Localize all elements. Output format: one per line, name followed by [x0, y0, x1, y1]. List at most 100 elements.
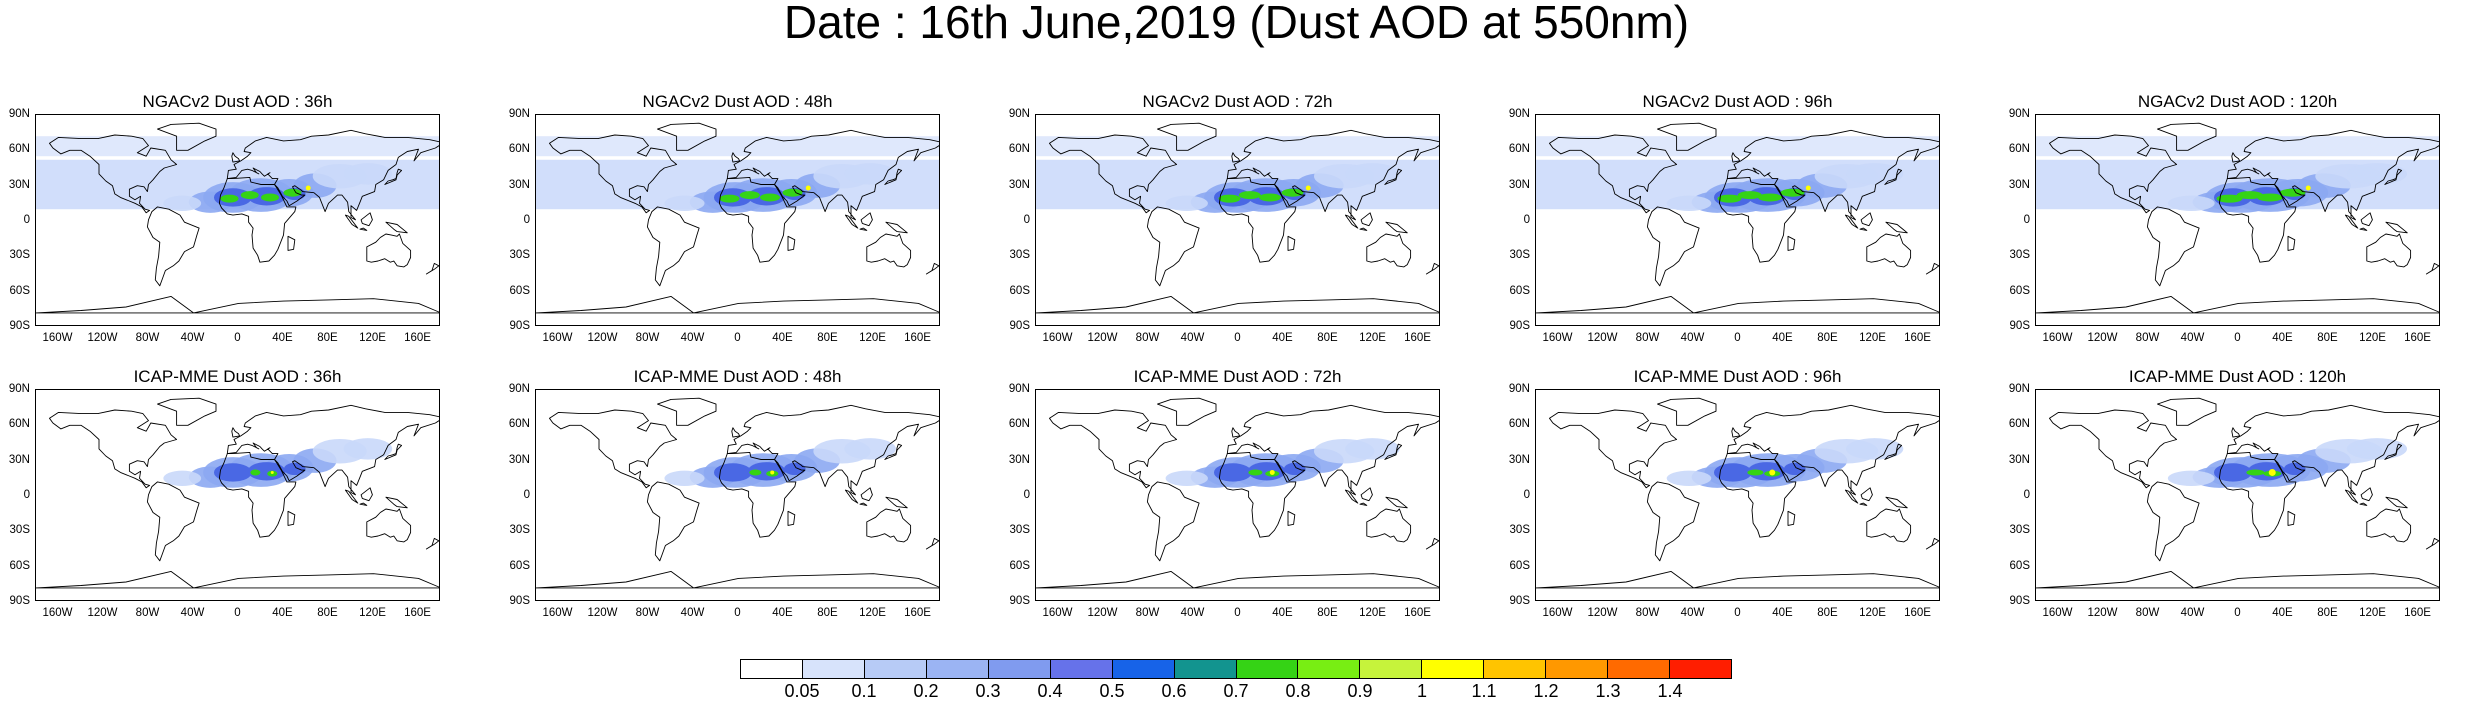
coastlines — [36, 122, 439, 314]
colorbar-swatch — [1050, 660, 1113, 678]
latitude-tick-label: 60N — [1508, 418, 1530, 431]
latitude-tick-label: 30N — [1008, 178, 1030, 191]
panel-title: ICAP-MME Dust AOD : 36h — [133, 367, 342, 386]
latitude-tick-label: 30S — [2009, 249, 2030, 262]
latitude-tick-label: 30S — [2009, 524, 2030, 537]
longitude-tick-label: 120W — [2087, 332, 2118, 344]
longitude-tick-label: 0 — [734, 607, 741, 619]
longitude-tick-label: 160E — [1904, 607, 1931, 619]
colorbar-label: 1.4 — [1657, 681, 1683, 701]
longitude-tick-label: 80W — [635, 332, 660, 344]
longitude-tick-label: 80E — [2317, 332, 2338, 344]
latitude-tick-label: 90N — [1508, 108, 1530, 120]
longitude-tick-label: 40E — [772, 332, 793, 344]
longitude-tick-label: 40E — [772, 607, 793, 619]
dust-field — [2036, 136, 2439, 213]
latitude-tick-label: 90S — [509, 595, 530, 607]
longitude-tick-label: 40W — [1180, 332, 1205, 344]
longitude-tick-label: 40W — [1680, 607, 1705, 619]
longitude-tick-label: 80W — [135, 607, 160, 619]
dust-aod-map — [2036, 122, 2439, 314]
longitude-tick-label: 120E — [359, 332, 386, 344]
longitude-tick-label: 160E — [1904, 332, 1931, 344]
longitude-tick-label: 0 — [1234, 332, 1241, 344]
map-frame — [1535, 114, 1940, 326]
latitude-tick-label: 30S — [1009, 249, 1030, 262]
dust-field — [2167, 438, 2408, 488]
page-title: Date : 16th June,2019 (Dust AOD at 550nm… — [783, 0, 1690, 48]
longitude-tick-label: 40W — [2180, 332, 2205, 344]
longitude-tick-label: 120W — [87, 607, 118, 619]
map-frame — [1035, 114, 1440, 326]
latitude-tick-label: 90N — [1508, 383, 1530, 395]
colorbar-swatch — [802, 660, 865, 678]
longitude-tick-label: 80E — [1317, 332, 1338, 344]
coastlines — [1536, 122, 1939, 314]
longitude-tick-label: 40W — [180, 332, 205, 344]
dust-aod-map — [36, 122, 439, 314]
colorbar-swatch — [926, 660, 989, 678]
latitude-tick-label: 0 — [523, 489, 530, 501]
map-panel: ICAP-MME Dust AOD : 96h 90N 60N 30N 0 30S 60S 9… — [1500, 367, 1940, 619]
colorbar-label: 0.7 — [1223, 681, 1249, 701]
dust-aod-map — [1036, 397, 1439, 589]
panel-title: ICAP-MME Dust AOD : 48h — [633, 367, 842, 386]
latitude-tick-label: 0 — [523, 214, 530, 226]
longitude-tick-label: 120E — [1359, 332, 1386, 344]
longitude-tick-label: 80W — [635, 607, 660, 619]
map-panel: NGACv2 Dust AOD : 48h 90N 60N 30N 0 30S 60S 90S… — [500, 92, 940, 344]
longitude-tick-label: 120E — [859, 607, 886, 619]
longitude-tick-label: 0 — [2234, 607, 2241, 619]
dust-field — [536, 136, 939, 213]
longitude-tick-label: 80W — [2135, 607, 2160, 619]
longitude-tick-label: 80W — [2135, 332, 2160, 344]
latitude-tick-label: 30N — [508, 453, 530, 466]
latitude-tick-label: 90S — [1509, 320, 1530, 332]
colorbar-swatch — [1670, 660, 1731, 678]
longitude-tick-label: 40E — [272, 332, 293, 344]
latitude-tick-label: 0 — [23, 489, 30, 501]
map-frame — [535, 114, 940, 326]
longitude-tick-label: 80W — [135, 332, 160, 344]
coastlines — [536, 122, 939, 314]
dust-aod-map — [1536, 122, 1939, 314]
longitude-tick-label: 120W — [2087, 607, 2118, 619]
latitude-tick-label: 90N — [1008, 108, 1030, 120]
dust-aod-map — [1536, 397, 1939, 589]
colorbar-swatch — [1112, 660, 1175, 678]
latitude-tick-label: 0 — [1523, 214, 1530, 226]
longitude-tick-label: 40W — [680, 607, 705, 619]
longitude-tick-label: 80E — [817, 607, 838, 619]
map-frame — [35, 114, 440, 326]
latitude-tick-label: 90S — [2009, 320, 2030, 332]
longitude-tick-label: 80E — [817, 332, 838, 344]
colorbar-label: 1.2 — [1533, 681, 1559, 701]
latitude-tick-label: 60S — [1509, 284, 1530, 297]
dust-aod-map — [536, 122, 939, 314]
map-frame — [535, 389, 940, 601]
latitude-tick-label: 60S — [1509, 559, 1530, 572]
latitude-tick-label: 30S — [1509, 249, 1530, 262]
latitude-tick-label: 90N — [2008, 383, 2030, 395]
longitude-tick-label: 0 — [734, 332, 741, 344]
longitude-tick-label: 160W — [1042, 332, 1073, 344]
longitude-tick-label: 0 — [234, 332, 241, 344]
latitude-tick-label: 60S — [1009, 284, 1030, 297]
latitude-tick-label: 60N — [1008, 418, 1030, 431]
longitude-tick-label: 40W — [1180, 607, 1205, 619]
longitude-tick-label: 40W — [180, 607, 205, 619]
coastlines — [36, 397, 439, 589]
latitude-tick-label: 30N — [1508, 178, 1530, 191]
colorbar-label: 0.1 — [851, 681, 877, 701]
longitude-tick-label: 40E — [2272, 607, 2293, 619]
longitude-tick-label: 160W — [2042, 607, 2073, 619]
latitude-tick-label: 30N — [1508, 453, 1530, 466]
latitude-tick-label: 0 — [2023, 214, 2030, 226]
latitude-tick-label: 60S — [2009, 284, 2030, 297]
dust-aod-map — [536, 397, 939, 589]
longitude-tick-label: 160E — [1404, 332, 1431, 344]
longitude-tick-label: 160W — [42, 607, 73, 619]
latitude-tick-label: 0 — [1023, 214, 1030, 226]
latitude-tick-label: 90N — [1008, 383, 1030, 395]
colorbar-label: 1 — [1416, 681, 1427, 701]
